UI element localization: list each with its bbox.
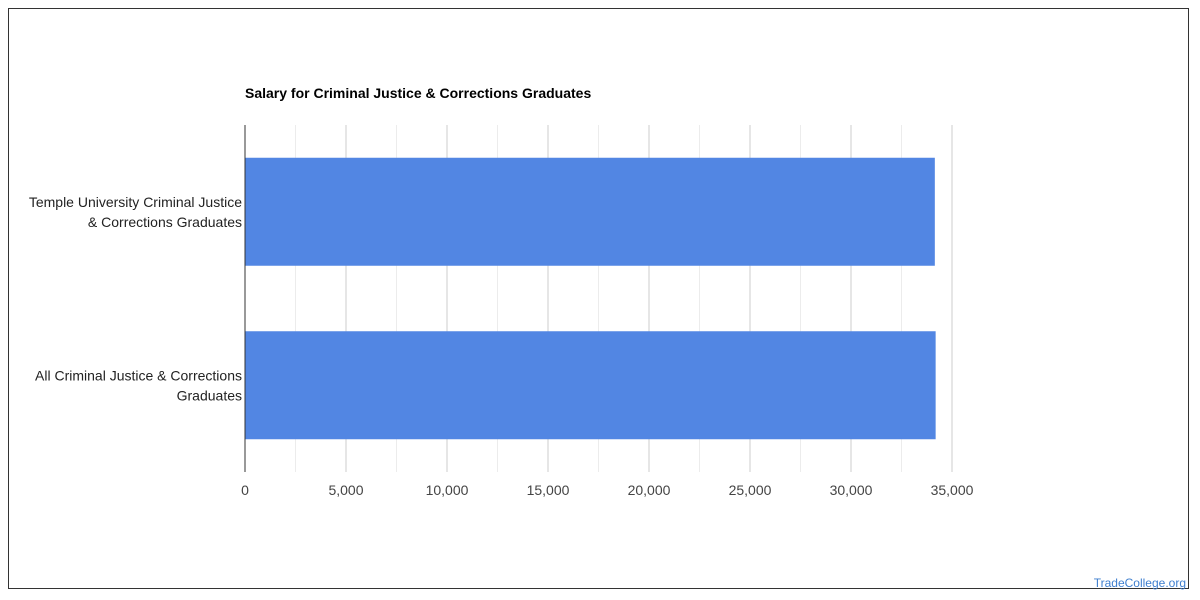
bar xyxy=(245,331,936,440)
y-category-label: & Corrections Graduates xyxy=(88,214,242,230)
x-tick-label: 15,000 xyxy=(527,482,570,498)
y-category-label: Graduates xyxy=(177,387,242,403)
x-tick-label: 30,000 xyxy=(830,482,873,498)
x-tick-label: 0 xyxy=(241,482,249,498)
y-category-label: All Criminal Justice & Corrections xyxy=(35,367,242,383)
bar xyxy=(245,157,935,266)
x-tick-label: 35,000 xyxy=(931,482,974,498)
x-tick-label: 25,000 xyxy=(729,482,772,498)
x-tick-label: 20,000 xyxy=(628,482,671,498)
y-category-label: Temple University Criminal Justice xyxy=(29,194,242,210)
watermark-link[interactable]: TradeCollege.org xyxy=(1093,576,1186,590)
x-tick-label: 10,000 xyxy=(426,482,469,498)
chart-title: Salary for Criminal Justice & Correction… xyxy=(245,85,592,101)
x-tick-label: 5,000 xyxy=(328,482,363,498)
